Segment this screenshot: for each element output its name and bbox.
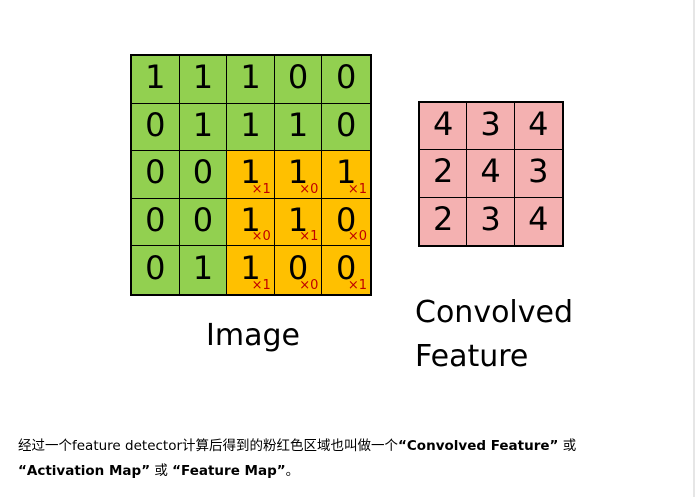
- image-cell-value: 0: [336, 58, 357, 97]
- image-cell: 0: [179, 151, 228, 199]
- kernel-weight-label: ×0: [299, 277, 319, 293]
- image-cell-value: 1: [240, 105, 261, 144]
- image-cell: 0: [179, 198, 228, 247]
- image-cell: 0: [132, 151, 180, 199]
- feature-cell: 4: [514, 103, 562, 151]
- feature-cell: 4: [467, 150, 515, 198]
- feature-cell: 2: [420, 197, 468, 245]
- image-cell: 0: [322, 56, 370, 104]
- feature-cell-value: 3: [528, 152, 549, 191]
- image-cell-value: 0: [287, 249, 309, 288]
- kernel-weight-label: ×1: [347, 277, 367, 293]
- feature-cell-value: 2: [432, 200, 454, 239]
- image-cell-value: 0: [336, 249, 357, 288]
- description-part1: 经过一个feature detector计算后得到的粉红色区域也叫做一个: [18, 438, 399, 454]
- image-cell-value: 1: [145, 58, 166, 97]
- image-cell: 0 ×0: [322, 198, 370, 247]
- image-cell: 1: [227, 56, 275, 104]
- image-cell: 1: [179, 246, 228, 294]
- image-cell: 1: [132, 56, 180, 104]
- description-text: 经过一个feature detector计算后得到的粉红色区域也叫做一个“Con…: [18, 434, 688, 484]
- image-cell-value: 1: [287, 201, 309, 240]
- image-cell: 0: [132, 103, 180, 152]
- image-cell: 1: [227, 103, 275, 152]
- image-cell-value: 1: [240, 153, 261, 192]
- image-cell: 0: [132, 198, 180, 247]
- kernel-weight-label: ×0: [347, 229, 367, 245]
- kernel-weight-label: ×1: [251, 277, 271, 293]
- image-cell: 0: [322, 103, 370, 152]
- image-cell-value: 0: [192, 201, 214, 240]
- kernel-weight-label: ×0: [251, 229, 271, 245]
- term-activation-map: “Activation Map”: [18, 463, 151, 479]
- image-cell-value: 0: [192, 153, 214, 192]
- image-cell: 1 ×1: [274, 198, 323, 247]
- convolved-feature-label-line1: Convolved: [415, 295, 574, 330]
- image-cell: 1 ×1: [227, 246, 275, 294]
- image-matrix: 1 1 1 0 0 0 1 1 1 0 0 0 1 ×1 1 ×0 1 ×1 0 0 1 ×0 1 ×1 0 ×0 0 1 1 ×1 0 ×0…: [130, 54, 372, 296]
- term-convolved-feature: “Convolved Feature”: [398, 438, 559, 454]
- image-cell-value: 1: [192, 249, 214, 288]
- image-cell-value: 1: [240, 249, 261, 288]
- feature-cell: 3: [514, 150, 562, 198]
- image-cell: 1 ×0: [227, 198, 275, 247]
- image-cell-value: 1: [287, 153, 309, 192]
- feature-cell: 3: [467, 103, 515, 151]
- feature-cell-value: 2: [432, 152, 454, 191]
- description-or-1: 或: [558, 438, 577, 454]
- feature-cell: 4: [420, 103, 468, 151]
- image-cell-value: 0: [145, 249, 166, 288]
- kernel-weight-label: ×1: [251, 181, 271, 197]
- kernel-weight-label: ×0: [299, 181, 319, 197]
- convolved-feature-label: Convolved Feature: [415, 291, 573, 378]
- image-cell: 1: [179, 56, 228, 104]
- feature-cell-value: 3: [480, 200, 501, 239]
- image-cell-value: 0: [336, 105, 357, 144]
- image-cell-value: 0: [145, 153, 166, 192]
- feature-cell-value: 4: [480, 152, 501, 191]
- feature-cell: 2: [420, 150, 468, 198]
- image-cell-value: 0: [287, 58, 309, 97]
- image-cell-value: 1: [240, 201, 261, 240]
- page-edge: [693, 0, 695, 497]
- kernel-weight-label: ×1: [347, 181, 367, 197]
- image-cell-value: 1: [287, 105, 309, 144]
- image-cell: 1 ×0: [274, 151, 323, 199]
- description-end: 。: [285, 463, 300, 479]
- feature-cell-value: 4: [528, 200, 549, 239]
- image-cell: 1 ×1: [227, 151, 275, 199]
- kernel-weight-label: ×1: [299, 229, 319, 245]
- image-cell: 1: [274, 103, 323, 152]
- description-or-2: 或: [150, 463, 173, 479]
- image-cell: 1 ×1: [322, 151, 370, 199]
- image-cell: 1: [179, 103, 228, 152]
- image-cell: 0 ×0: [274, 246, 323, 294]
- feature-cell-value: 3: [480, 105, 501, 144]
- term-feature-map: “Feature Map”: [172, 463, 286, 479]
- convolved-feature-label-line2: Feature: [415, 338, 529, 374]
- image-cell-value: 1: [240, 58, 261, 97]
- feature-cell: 4: [514, 197, 562, 245]
- image-label: Image: [206, 318, 300, 353]
- image-cell-value: 1: [192, 58, 214, 97]
- image-cell: 0: [132, 246, 180, 294]
- image-cell-value: 0: [145, 105, 166, 144]
- image-cell-value: 0: [145, 201, 166, 240]
- feature-cell-value: 4: [528, 105, 549, 144]
- feature-cell-value: 4: [432, 105, 454, 144]
- image-cell-value: 1: [336, 153, 357, 192]
- feature-cell: 3: [467, 197, 515, 245]
- image-cell-value: 0: [336, 201, 357, 240]
- image-cell-value: 1: [192, 105, 214, 144]
- image-cell: 0 ×1: [322, 246, 370, 294]
- image-cell: 0: [274, 56, 323, 104]
